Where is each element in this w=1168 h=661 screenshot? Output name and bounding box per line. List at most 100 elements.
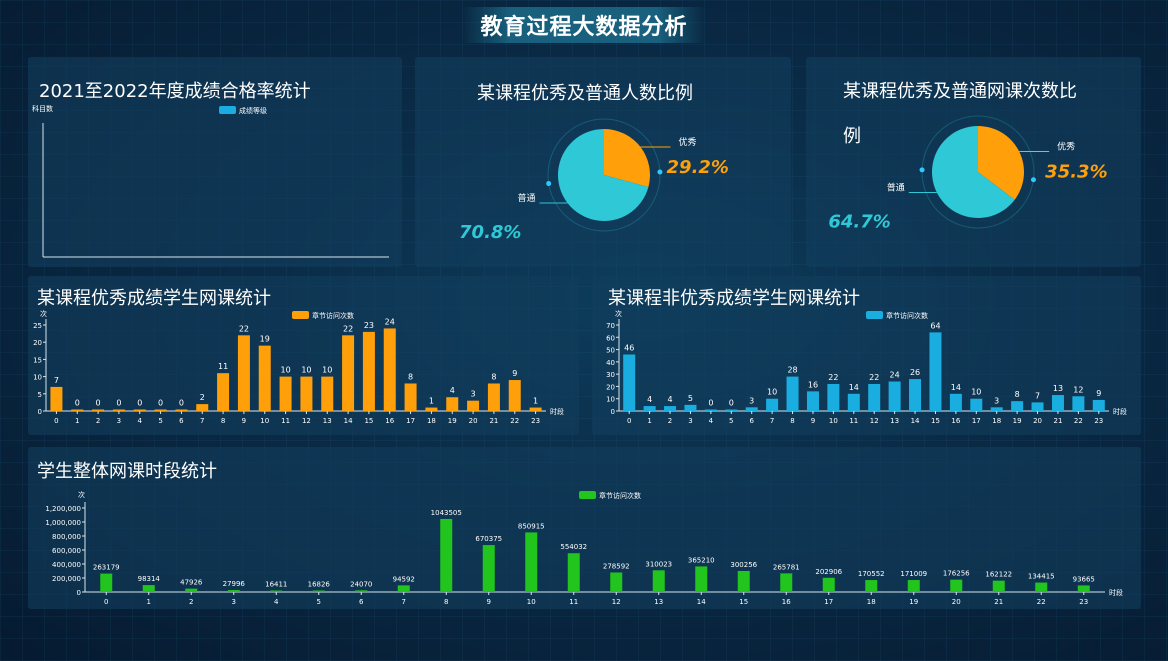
bar bbox=[610, 572, 623, 592]
bar bbox=[196, 404, 209, 411]
panel-overall: 学生整体网课时段统计 0 200,000 400,000 600,000 800,000… bbox=[28, 447, 1141, 609]
panel-title-visit-ratio-line1: 某课程优秀及普通网课次数比 bbox=[843, 81, 1077, 102]
bar bbox=[312, 590, 325, 592]
data-label: 19 bbox=[260, 335, 270, 344]
x-tick-label: 18 bbox=[992, 417, 1001, 425]
y-tick-label: 20 bbox=[33, 339, 42, 347]
bar bbox=[321, 376, 334, 411]
data-label: 4 bbox=[647, 395, 652, 404]
x-tick-label: 3 bbox=[688, 417, 692, 425]
x-tick-label: 4 bbox=[274, 598, 279, 606]
data-label: 24 bbox=[385, 317, 395, 326]
bar bbox=[1072, 396, 1085, 411]
panel-title-overall: 学生整体网课时段统计 bbox=[37, 461, 217, 482]
x-tick-label: 23 bbox=[531, 417, 540, 425]
data-label: 14 bbox=[951, 383, 961, 392]
panel-title-excellent: 某课程优秀成绩学生网课统计 bbox=[37, 288, 271, 309]
x-tick-label: 7 bbox=[402, 598, 406, 606]
x-tick-label: 21 bbox=[994, 598, 1003, 606]
x-axis-label: 时段 bbox=[1113, 407, 1127, 416]
x-tick-label: 6 bbox=[749, 417, 754, 425]
data-label: 0 bbox=[729, 399, 734, 408]
bar bbox=[1031, 402, 1044, 411]
bar bbox=[397, 585, 410, 592]
panel-title-people-ratio: 某课程优秀及普通人数比例 bbox=[477, 83, 693, 104]
dashboard-header: 教育过程大数据分析 bbox=[462, 7, 706, 43]
x-tick-label: 14 bbox=[344, 417, 353, 425]
bar bbox=[467, 400, 480, 411]
x-tick-label: 10 bbox=[527, 598, 536, 606]
y-tick-label: 20 bbox=[606, 383, 615, 391]
data-label: 310023 bbox=[645, 560, 672, 568]
bar bbox=[362, 331, 375, 411]
bar bbox=[92, 409, 105, 411]
x-tick-label: 11 bbox=[281, 417, 290, 425]
x-tick-label: 6 bbox=[359, 598, 364, 606]
data-label: 3 bbox=[749, 396, 754, 405]
pie-slice bbox=[978, 126, 1024, 200]
x-tick-label: 16 bbox=[951, 417, 960, 425]
bar bbox=[822, 577, 835, 592]
data-label: 16 bbox=[808, 380, 818, 389]
data-label: 0 bbox=[96, 399, 101, 408]
data-label: 23 bbox=[364, 321, 374, 330]
panel-normal: 某课程非优秀成绩学生网课统计 0 10 20 30 40 50 60 70 次时段 章节访问次数 4… bbox=[592, 276, 1141, 435]
bar bbox=[446, 397, 459, 411]
bar bbox=[142, 585, 155, 592]
x-tick-label: 8 bbox=[444, 598, 448, 606]
y-tick-label: 200,000 bbox=[52, 575, 81, 583]
data-label: 0 bbox=[708, 399, 713, 408]
data-label: 554032 bbox=[560, 543, 587, 551]
bar bbox=[970, 398, 983, 411]
legend-swatch bbox=[579, 491, 596, 499]
x-tick-label: 2 bbox=[96, 417, 100, 425]
data-label: 3 bbox=[471, 390, 476, 399]
data-label: 0 bbox=[116, 399, 121, 408]
bar bbox=[404, 383, 417, 411]
bar bbox=[643, 406, 656, 411]
chart-people-ratio: 优秀 29.2% 普通 70.8% bbox=[459, 118, 729, 243]
data-label: 47926 bbox=[180, 579, 203, 587]
bar bbox=[949, 393, 962, 411]
data-label: 3 bbox=[994, 396, 999, 405]
x-tick-label: 9 bbox=[487, 598, 491, 606]
data-label: 64 bbox=[930, 321, 940, 330]
data-label: 8 bbox=[491, 372, 496, 381]
bar bbox=[929, 332, 942, 411]
bar bbox=[990, 407, 1003, 411]
chart-excellent: 0510152025次时段章节访问次数700102030405062711822… bbox=[33, 309, 564, 425]
bar bbox=[217, 373, 230, 411]
pie-percent-label: 29.2% bbox=[667, 157, 729, 178]
panel-people-ratio: 某课程优秀及普通人数比例 优秀 29.2% 普通 70.8% bbox=[415, 57, 791, 267]
data-label: 93665 bbox=[1073, 575, 1095, 583]
bar bbox=[529, 407, 542, 411]
data-label: 0 bbox=[75, 399, 80, 408]
y-tick-label: 70 bbox=[606, 322, 615, 330]
x-tick-label: 21 bbox=[1053, 417, 1062, 425]
bar bbox=[270, 590, 283, 592]
data-label: 24070 bbox=[350, 580, 372, 588]
chart-pass-rate: 科目数 成绩等级 bbox=[32, 104, 389, 258]
bar bbox=[567, 553, 580, 592]
data-label: 94592 bbox=[393, 575, 415, 583]
y-tick-label: 40 bbox=[606, 359, 615, 367]
x-tick-label: 5 bbox=[317, 598, 321, 606]
pie-slice bbox=[932, 126, 1015, 218]
panel-pass-rate: 2021至2022年度成绩合格率统计 科目数 成绩等级 bbox=[28, 57, 402, 267]
x-axis-label: 时段 bbox=[1109, 588, 1123, 597]
bar bbox=[704, 409, 717, 411]
x-tick-label: 17 bbox=[406, 417, 415, 425]
data-label: 11 bbox=[218, 362, 228, 371]
bar bbox=[258, 345, 271, 411]
bar bbox=[865, 580, 878, 592]
x-tick-label: 16 bbox=[782, 598, 791, 606]
bar bbox=[133, 409, 146, 411]
bar bbox=[342, 335, 355, 411]
bar bbox=[1077, 585, 1090, 592]
data-label: 1 bbox=[429, 397, 434, 406]
bar bbox=[786, 376, 799, 411]
data-label: 46 bbox=[624, 343, 634, 352]
x-tick-label: 9 bbox=[811, 417, 815, 425]
bar bbox=[154, 409, 167, 411]
data-label: 16411 bbox=[265, 581, 287, 589]
